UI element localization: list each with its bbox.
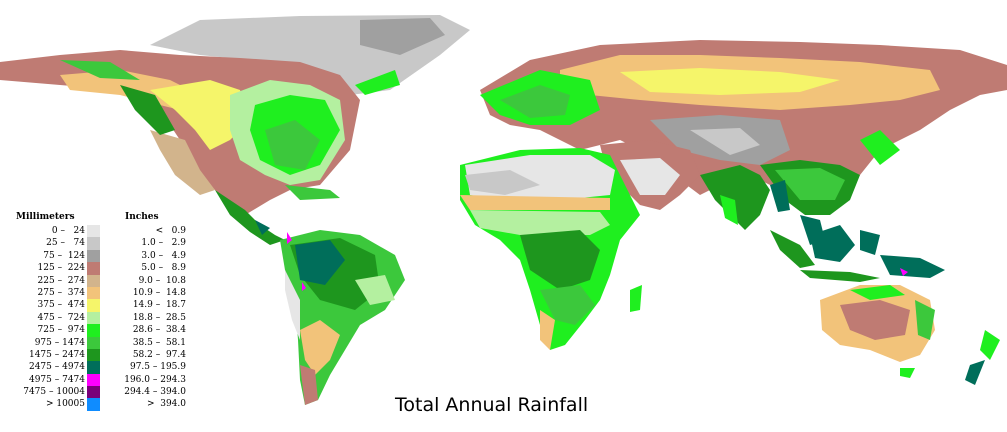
legend-color-swatch	[87, 361, 100, 374]
south-asia	[700, 160, 860, 245]
legend-inch-range: 1.0 – 2.9	[141, 238, 186, 249]
legend-color-swatch	[87, 311, 100, 325]
legend-inch-range: 28.6 – 38.4	[132, 325, 186, 336]
legend-mm-range: 725 – 974	[37, 325, 85, 336]
legend-color-swatch	[87, 249, 100, 263]
legend-mm-range: 1475 – 2474	[28, 349, 85, 360]
legend-rows: 0 – 24 < 0.9 25 – 74 1.0 – 2.9 75 – 124 3.0 –…	[0, 225, 200, 411]
legend-inch-range: 10.9 – 14.8	[132, 287, 186, 298]
legend-color-swatch	[87, 373, 100, 387]
legend-mm-range: 375 – 474	[37, 300, 85, 311]
legend-mm-range: 125 – 224	[37, 263, 85, 274]
legend-header: Millimeters Inches	[0, 212, 200, 225]
legend-mm-range: 475 – 724	[37, 312, 85, 323]
legend-mm-range: 225 – 274	[37, 275, 85, 286]
legend-row: > 10005 > 394.0	[0, 398, 200, 411]
legend-inch-range: 38.5 – 58.1	[132, 337, 186, 348]
legend-row: 4975 – 7474 196.0 – 294.3	[0, 373, 200, 387]
legend-mm-range: 4975 – 7474	[28, 374, 85, 385]
inches-header: Inches	[125, 212, 159, 222]
legend-mm-range: 7475 – 10004	[23, 387, 85, 398]
legend-mm-range: 75 – 124	[43, 250, 85, 261]
legend-color-swatch	[87, 336, 100, 349]
legend-inch-range: 18.8 – 28.5	[132, 312, 186, 323]
legend-row: 225 – 274 9.0 – 10.8	[0, 274, 200, 287]
legend-row: 75 – 124 3.0 – 4.9	[0, 249, 200, 263]
legend-inch-range: 14.9 – 18.7	[132, 300, 186, 311]
legend-inch-range: 196.0 – 294.3	[124, 374, 186, 385]
legend-mm-range: 25 – 74	[46, 238, 85, 249]
legend-color-swatch	[87, 299, 100, 312]
legend-inch-range: < 0.9	[155, 226, 186, 236]
legend-inch-range: 294.4 – 394.0	[124, 387, 186, 398]
legend-inch-range: 97.5 – 195.9	[129, 362, 186, 373]
legend-mm-range: 0 – 24	[51, 226, 85, 236]
middle-east	[600, 140, 700, 210]
legend-color-swatch	[87, 274, 100, 287]
legend-row: 375 – 474 14.9 – 18.7	[0, 299, 200, 312]
africa	[460, 148, 642, 350]
legend-row: 7475 – 10004 294.4 – 394.0	[0, 386, 200, 399]
legend-row: 975 – 1474 38.5 – 58.1	[0, 336, 200, 349]
legend-inch-range: 9.0 – 10.8	[138, 275, 186, 286]
legend-inch-range: 58.2 – 97.4	[132, 349, 186, 360]
legend-row: 125 – 224 5.0 – 8.9	[0, 262, 200, 275]
north-america	[0, 50, 360, 215]
map-title: Total Annual Rainfall	[395, 394, 589, 416]
legend-color-swatch	[87, 237, 100, 250]
legend-color-swatch	[87, 324, 100, 337]
south-america	[280, 230, 405, 405]
new-zealand	[965, 330, 1000, 385]
legend-inch-range: 5.0 – 8.9	[141, 263, 186, 274]
legend-row: 1475 – 2474 58.2 – 97.4	[0, 348, 200, 362]
rainfall-legend: Millimeters Inches 0 – 24 < 0.9 25 – 74 1.0…	[0, 212, 200, 411]
legend-color-swatch	[87, 398, 100, 411]
legend-row: 275 – 374 10.9 – 14.8	[0, 286, 200, 300]
legend-color-swatch	[87, 348, 100, 362]
legend-mm-range: 275 – 374	[37, 287, 85, 298]
legend-row: 0 – 24 < 0.9	[0, 225, 200, 238]
legend-mm-range: 2475 – 4974	[28, 362, 85, 373]
legend-mm-range: 975 – 1474	[34, 337, 85, 348]
greenland	[150, 15, 470, 95]
legend-color-swatch	[87, 262, 100, 275]
legend-row: 475 – 724 18.8 – 28.5	[0, 311, 200, 325]
legend-inch-range: > 394.0	[146, 399, 186, 410]
legend-color-swatch	[87, 225, 100, 238]
legend-inch-range: 3.0 – 4.9	[141, 250, 186, 261]
central-america	[215, 185, 340, 245]
legend-color-swatch	[87, 386, 100, 399]
legend-color-swatch	[87, 286, 100, 300]
southeast-asia-islands	[770, 225, 945, 282]
australia	[820, 285, 935, 378]
legend-row: 25 – 74 1.0 – 2.9	[0, 237, 200, 250]
legend-row: 2475 – 4974 97.5 – 195.9	[0, 361, 200, 374]
legend-row: 725 – 974 28.6 – 38.4	[0, 324, 200, 337]
millimeters-header: Millimeters	[16, 212, 75, 222]
legend-mm-range: > 10005	[45, 399, 85, 410]
eurasia	[480, 40, 1007, 210]
